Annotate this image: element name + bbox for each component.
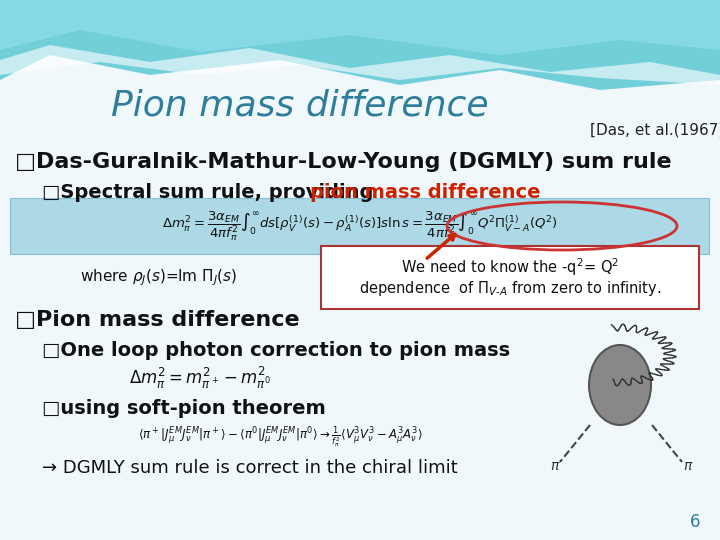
- FancyBboxPatch shape: [321, 246, 699, 309]
- Polygon shape: [0, 0, 720, 90]
- Text: □Spectral sum rule, providing: □Spectral sum rule, providing: [42, 183, 380, 201]
- Text: Pion mass difference: Pion mass difference: [111, 88, 489, 122]
- FancyBboxPatch shape: [10, 198, 709, 254]
- Text: $\Delta m_\pi^2 = m_{\pi^+}^2 - m_{\pi^0}^2$: $\Delta m_\pi^2 = m_{\pi^+}^2 - m_{\pi^0…: [129, 365, 271, 391]
- Text: $\langle\pi^+|J_\mu^{EM}J_\nu^{EM}|\pi^+\rangle - \langle\pi^0|J_\mu^{EM}J_\nu^{: $\langle\pi^+|J_\mu^{EM}J_\nu^{EM}|\pi^+…: [138, 424, 423, 450]
- Text: $\pi$: $\pi$: [550, 459, 560, 473]
- Ellipse shape: [589, 345, 651, 425]
- Text: [Das, et al.(1967)]: [Das, et al.(1967)]: [590, 123, 720, 138]
- Polygon shape: [0, 45, 720, 85]
- Text: □using soft-pion theorem: □using soft-pion theorem: [42, 399, 325, 417]
- Text: 6: 6: [690, 513, 701, 531]
- Text: □Das-Guralnik-Mathur-Low-Young (DGMLY) sum rule: □Das-Guralnik-Mathur-Low-Young (DGMLY) s…: [15, 152, 672, 172]
- Text: $\pi$: $\pi$: [683, 459, 693, 473]
- Text: □Pion mass difference: □Pion mass difference: [15, 310, 300, 330]
- Text: dependence  of $\Pi_{V\text{-}A}$ from zero to infinity.: dependence of $\Pi_{V\text{-}A}$ from ze…: [359, 279, 661, 298]
- Text: □One loop photon correction to pion mass: □One loop photon correction to pion mass: [42, 341, 510, 360]
- Text: where $\rho_J(s)$=Im $\Pi_J(s)$: where $\rho_J(s)$=Im $\Pi_J(s)$: [80, 268, 238, 288]
- Text: We need to know the -q$^2$= Q$^2$: We need to know the -q$^2$= Q$^2$: [401, 256, 619, 278]
- Text: → DGMLY sum rule is correct in the chiral limit: → DGMLY sum rule is correct in the chira…: [42, 459, 458, 477]
- Text: $\Delta m_\pi^2 = \dfrac{3\alpha_{EM}}{4\pi f_\pi^2} \int_0^{\infty} ds[\rho_V^{: $\Delta m_\pi^2 = \dfrac{3\alpha_{EM}}{4…: [162, 209, 558, 243]
- Text: pion mass difference: pion mass difference: [310, 183, 541, 201]
- Polygon shape: [0, 0, 720, 55]
